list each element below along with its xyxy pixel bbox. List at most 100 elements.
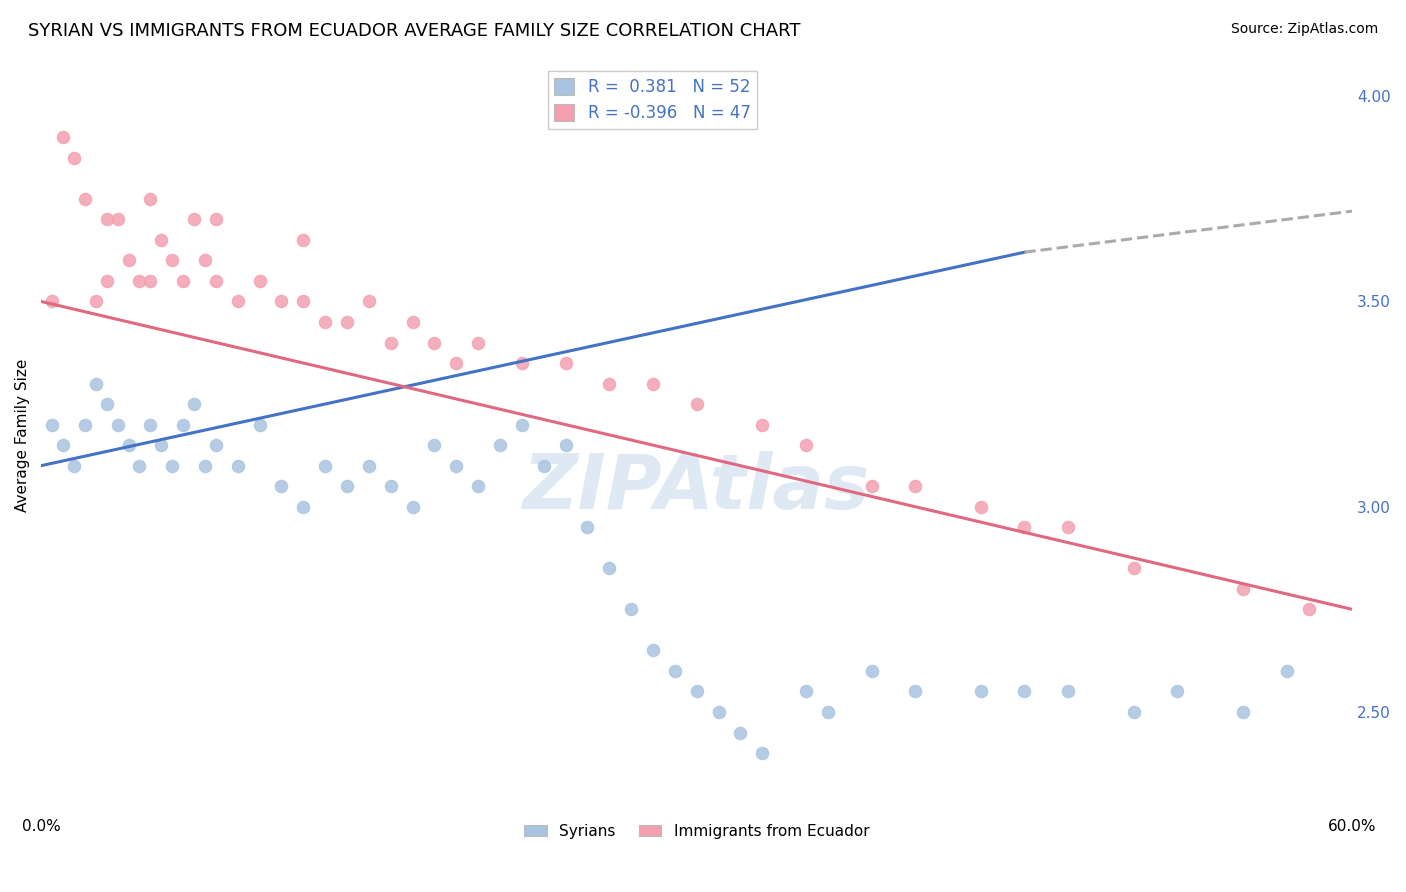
Point: [194, 253, 217, 268]
Point: [1057, 684, 1080, 698]
Point: [817, 705, 839, 719]
Point: [1298, 602, 1320, 616]
Point: [401, 315, 423, 329]
Point: [172, 417, 194, 432]
Point: [489, 438, 512, 452]
Point: [205, 212, 228, 227]
Point: [160, 253, 183, 268]
Text: SYRIAN VS IMMIGRANTS FROM ECUADOR AVERAGE FAMILY SIZE CORRELATION CHART: SYRIAN VS IMMIGRANTS FROM ECUADOR AVERAG…: [28, 22, 800, 40]
Point: [205, 274, 228, 288]
Legend: Syrians, Immigrants from Ecuador: Syrians, Immigrants from Ecuador: [517, 818, 876, 845]
Point: [423, 335, 446, 350]
Point: [139, 274, 162, 288]
Point: [41, 294, 63, 309]
Point: [970, 684, 993, 698]
Point: [1122, 705, 1144, 719]
Point: [598, 376, 620, 391]
Point: [226, 458, 249, 473]
Point: [117, 438, 139, 452]
Point: [641, 643, 664, 657]
Point: [63, 458, 86, 473]
Point: [598, 561, 620, 575]
Point: [96, 212, 118, 227]
Point: [73, 192, 96, 206]
Point: [446, 356, 468, 370]
Point: [794, 438, 817, 452]
Point: [41, 417, 63, 432]
Point: [1014, 684, 1036, 698]
Y-axis label: Average Family Size: Average Family Size: [15, 359, 30, 512]
Point: [205, 438, 228, 452]
Point: [183, 397, 205, 411]
Point: [380, 479, 402, 493]
Point: [336, 479, 359, 493]
Point: [52, 130, 75, 145]
Point: [860, 664, 883, 678]
Point: [84, 294, 107, 309]
Point: [270, 479, 292, 493]
Point: [314, 315, 336, 329]
Point: [686, 684, 709, 698]
Point: [292, 294, 315, 309]
Point: [128, 274, 150, 288]
Point: [707, 705, 730, 719]
Point: [620, 602, 643, 616]
Point: [52, 438, 75, 452]
Point: [226, 294, 249, 309]
Point: [686, 397, 709, 411]
Point: [904, 479, 927, 493]
Point: [1232, 705, 1254, 719]
Point: [107, 417, 129, 432]
Point: [730, 725, 752, 739]
Point: [467, 335, 489, 350]
Point: [751, 746, 773, 760]
Point: [751, 417, 773, 432]
Point: [160, 458, 183, 473]
Point: [270, 294, 292, 309]
Point: [401, 500, 423, 514]
Point: [150, 438, 173, 452]
Point: [1232, 582, 1254, 596]
Point: [1122, 561, 1144, 575]
Point: [63, 151, 86, 165]
Point: [664, 664, 686, 678]
Point: [970, 500, 993, 514]
Point: [904, 684, 927, 698]
Point: [84, 376, 107, 391]
Point: [357, 294, 380, 309]
Point: [96, 397, 118, 411]
Point: [380, 335, 402, 350]
Point: [1166, 684, 1188, 698]
Point: [1275, 664, 1298, 678]
Text: Source: ZipAtlas.com: Source: ZipAtlas.com: [1230, 22, 1378, 37]
Point: [510, 356, 533, 370]
Point: [423, 438, 446, 452]
Point: [314, 458, 336, 473]
Point: [1014, 520, 1036, 534]
Point: [860, 479, 883, 493]
Point: [150, 233, 173, 247]
Point: [172, 274, 194, 288]
Point: [292, 500, 315, 514]
Point: [554, 438, 576, 452]
Point: [73, 417, 96, 432]
Point: [183, 212, 205, 227]
Point: [117, 253, 139, 268]
Point: [249, 274, 271, 288]
Point: [249, 417, 271, 432]
Point: [96, 274, 118, 288]
Point: [357, 458, 380, 473]
Point: [467, 479, 489, 493]
Point: [336, 315, 359, 329]
Point: [1057, 520, 1080, 534]
Text: ZIPAtlas: ZIPAtlas: [523, 451, 870, 525]
Point: [641, 376, 664, 391]
Point: [139, 417, 162, 432]
Point: [194, 458, 217, 473]
Point: [576, 520, 599, 534]
Point: [554, 356, 576, 370]
Point: [107, 212, 129, 227]
Point: [446, 458, 468, 473]
Point: [510, 417, 533, 432]
Point: [533, 458, 555, 473]
